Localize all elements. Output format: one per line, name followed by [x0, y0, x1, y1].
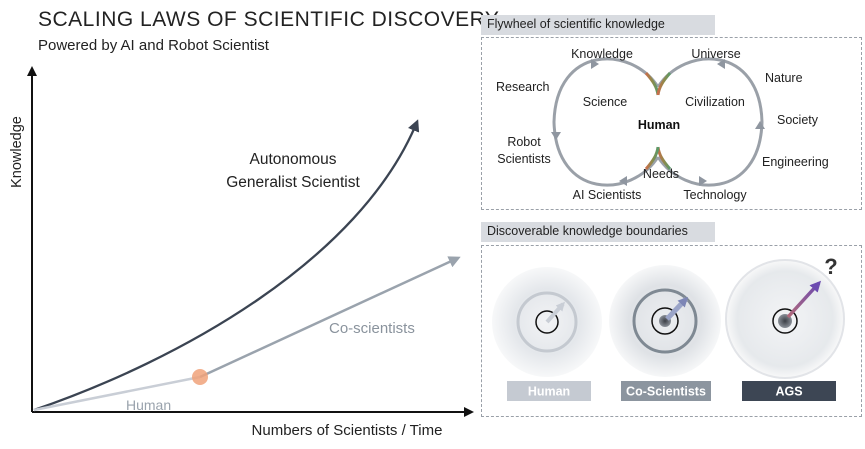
flywheel-left-inner-label: Science — [583, 95, 628, 109]
flywheel-crossing-upper-right — [656, 72, 672, 96]
boundary-label-ags: AGS — [775, 385, 802, 399]
flywheel-diagram: Human Science Civilization Knowledge Res… — [496, 47, 829, 202]
flywheel-label-scientists: Scientists — [497, 152, 551, 166]
human-boundary — [492, 267, 602, 377]
human-curve-label: Human — [126, 397, 171, 413]
flywheel-right-inner-label: Civilization — [685, 95, 745, 109]
boundary-label-bg-ags — [742, 381, 836, 401]
page-subtitle: Powered by AI and Robot Scientist — [38, 37, 269, 54]
coscientists-line — [199, 256, 461, 379]
flywheel-label-universe: Universe — [691, 47, 740, 61]
page-title: SCALING LAWS OF SCIENTIFIC DISCOVERY — [38, 8, 500, 31]
flywheel-arrow-top-right — [717, 59, 725, 69]
boundaries-diagram: ? Human Co-Scientists AGS — [492, 254, 845, 401]
boundaries-panel — [481, 245, 862, 417]
boundary-label-bg-human — [507, 381, 591, 401]
flywheel-arrow-bottom-left — [619, 176, 627, 186]
unknown-boundary-mark: ? — [824, 254, 837, 279]
flywheel-label-research: Research — [496, 80, 550, 94]
flywheel-label-robot: Robot — [507, 135, 541, 149]
boundary-label-coscientists: Co-Scientists — [626, 385, 706, 399]
flywheel-label-engineering: Engineering — [762, 155, 829, 169]
transition-dot — [192, 369, 208, 385]
coscientists-boundary — [609, 265, 721, 377]
x-axis-label: Numbers of Scientists / Time — [252, 422, 443, 439]
ags-curve-label-line2: Generalist Scientist — [226, 174, 360, 191]
boundary-label-bg-coscientists — [621, 381, 711, 401]
ags-boundary: ? — [725, 254, 845, 379]
flywheel-label-needs: Needs — [643, 167, 679, 181]
human-line — [33, 375, 201, 412]
flywheel-right-loop — [656, 57, 764, 187]
ags-curve — [33, 119, 420, 412]
flywheel-label-ai-scientists: AI Scientists — [573, 188, 642, 202]
ags-curve-label-line1: Autonomous — [249, 151, 336, 168]
flywheel-panel-title: Flywheel of scientific knowledge — [481, 15, 715, 35]
flywheel-label-society: Society — [777, 113, 819, 127]
flywheel-label-nature: Nature — [765, 71, 803, 85]
flywheel-arrow-right — [755, 121, 765, 129]
flywheel-center-label: Human — [638, 118, 680, 132]
flywheel-label-technology: Technology — [683, 188, 747, 202]
flywheel-arrow-bottom-right — [699, 176, 707, 186]
flywheel-crossing-lower-left — [644, 146, 660, 170]
y-axis-label: Knowledge — [9, 116, 25, 188]
flywheel-arrow-left — [551, 132, 561, 140]
flywheel-arrow-top-left — [591, 59, 599, 69]
coscientists-label: Co-scientists — [329, 320, 415, 337]
flywheel-label-knowledge: Knowledge — [571, 47, 633, 61]
boundaries-panel-title: Discoverable knowledge boundaries — [481, 222, 715, 242]
flywheel-panel — [481, 37, 862, 210]
boundary-label-human: Human — [528, 385, 570, 399]
scaling-plot: Knowledge Numbers of Scientists / Time A… — [9, 66, 474, 439]
